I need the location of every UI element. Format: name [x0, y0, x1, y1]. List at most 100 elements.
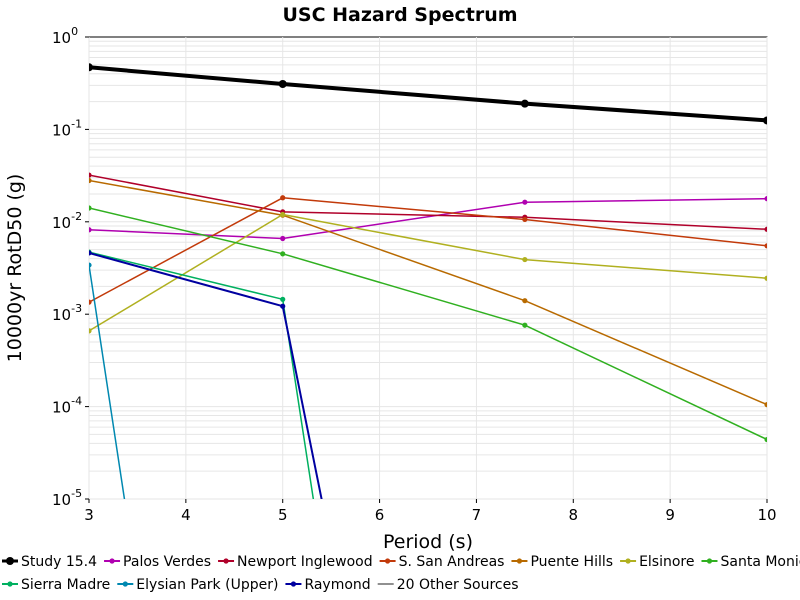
- legend-item: Elsinore: [620, 554, 694, 570]
- data-point: [280, 303, 286, 309]
- legend-item: Study 15.4: [2, 554, 97, 570]
- data-point: [89, 328, 92, 334]
- legend-label: Raymond: [304, 577, 370, 593]
- legend-label: Elsinore: [639, 554, 694, 570]
- legend-swatch-dot: [384, 558, 391, 564]
- legend-swatch-dot: [122, 581, 128, 587]
- data-point: [764, 243, 767, 249]
- series-line: [89, 179, 767, 406]
- legend-swatch-dot: [7, 581, 13, 587]
- series-elysian-park-upper: [89, 262, 126, 499]
- series-elsinore: [89, 211, 767, 334]
- legend-item: Sierra Madre: [2, 577, 110, 593]
- legend-label: Santa Monica: [720, 554, 800, 570]
- data-point: [89, 172, 92, 178]
- x-axis-ticks: 3 4 5 6 7 8 9 10: [84, 499, 777, 524]
- data-point: [520, 99, 529, 108]
- plot-area: [88, 36, 768, 500]
- legend-item: Puente Hills: [511, 554, 613, 570]
- y-tick-label: 10-3: [52, 302, 82, 324]
- legend-item: Raymond: [285, 577, 371, 593]
- x-tick-label: 7: [472, 506, 482, 524]
- legend-label: Study 15.4: [21, 554, 97, 570]
- legend-label: Palos Verdes: [123, 554, 211, 570]
- legend-label: Sierra Madre: [21, 577, 110, 593]
- data-point: [89, 299, 92, 305]
- series-line: [89, 174, 767, 231]
- x-axis-label: Period (s): [383, 531, 473, 553]
- data-point: [764, 402, 767, 408]
- series-line: [89, 197, 767, 240]
- data-point: [522, 256, 528, 263]
- legend-label: S. San Andreas: [399, 554, 505, 570]
- legend-item: S. San Andreas: [379, 554, 505, 570]
- y-axis-label: 10000yr RotD50 (g): [4, 174, 26, 363]
- legend: Study 15.4 Palos Verdes Newport Inglewood S…: [2, 554, 800, 593]
- data-point: [89, 177, 92, 184]
- series-line: [89, 213, 767, 332]
- data-point: [764, 196, 767, 202]
- data-point: [280, 296, 286, 302]
- data-point: [280, 195, 286, 201]
- series-line: [89, 264, 126, 499]
- legend-swatch-dot: [625, 558, 631, 564]
- legend-item: 20 Other Sources: [377, 577, 519, 593]
- data-point: [89, 63, 93, 72]
- legend-label: Puente Hills: [530, 554, 613, 570]
- gridlines: [88, 37, 768, 500]
- legend-label: Newport Inglewood: [237, 554, 373, 570]
- legend-item: Santa Monica: [701, 554, 800, 570]
- x-tick-label: 3: [84, 506, 94, 524]
- series-raymond: [89, 250, 323, 499]
- data-point: [280, 211, 286, 218]
- data-point: [522, 216, 528, 223]
- data-point: [764, 275, 767, 281]
- series-line: [89, 65, 767, 123]
- legend-item: Elysian Park (Upper): [117, 577, 278, 593]
- data-point: [280, 235, 286, 242]
- y-tick-label: 10-2: [52, 210, 82, 232]
- data-point: [522, 322, 528, 328]
- data-point: [522, 298, 528, 304]
- series-line: [89, 207, 767, 441]
- legend-swatch-dot: [109, 558, 115, 564]
- legend-swatch-dot: [516, 558, 523, 564]
- y-tick-label: 100: [52, 25, 78, 47]
- data-point: [280, 251, 286, 257]
- x-tick-label: 8: [569, 506, 579, 524]
- legend-item: Newport Inglewood: [218, 554, 373, 570]
- series-s-san-andreas: [89, 195, 767, 305]
- series-palos-verdes: [89, 196, 767, 242]
- x-tick-label: 10: [757, 506, 776, 524]
- series-lines: [89, 63, 767, 499]
- series-study-15-4: [89, 63, 767, 125]
- y-axis-ticks: 100 10-1 10-2 10-3 10-4 10-5: [52, 25, 89, 509]
- legend-label: Elysian Park (Upper): [136, 577, 278, 593]
- y-tick-label: 10-5: [52, 487, 82, 509]
- data-point: [89, 205, 92, 211]
- legend-swatch-dot: [6, 557, 14, 565]
- series-line: [89, 197, 767, 303]
- x-tick-label: 6: [375, 506, 385, 524]
- data-point: [89, 227, 92, 233]
- legend-item: Palos Verdes: [104, 554, 211, 570]
- y-tick-label: 10-1: [52, 117, 82, 139]
- y-tick-label: 10-4: [52, 395, 82, 417]
- legend-swatch-dot: [223, 558, 229, 564]
- data-point: [278, 79, 287, 88]
- series-santa-monica: [89, 205, 767, 443]
- data-point: [763, 116, 767, 125]
- x-tick-label: 4: [181, 506, 191, 524]
- data-point: [89, 262, 92, 268]
- chart-title: USC Hazard Spectrum: [282, 4, 517, 26]
- data-point: [764, 226, 767, 232]
- data-point: [764, 436, 767, 443]
- legend-label: 20 Other Sources: [397, 577, 519, 593]
- x-tick-label: 9: [665, 506, 675, 524]
- data-point: [89, 250, 92, 256]
- data-point: [522, 199, 528, 205]
- legend-swatch-dot: [706, 558, 713, 564]
- x-tick-label: 5: [278, 506, 288, 524]
- legend-swatch-dot: [290, 581, 297, 587]
